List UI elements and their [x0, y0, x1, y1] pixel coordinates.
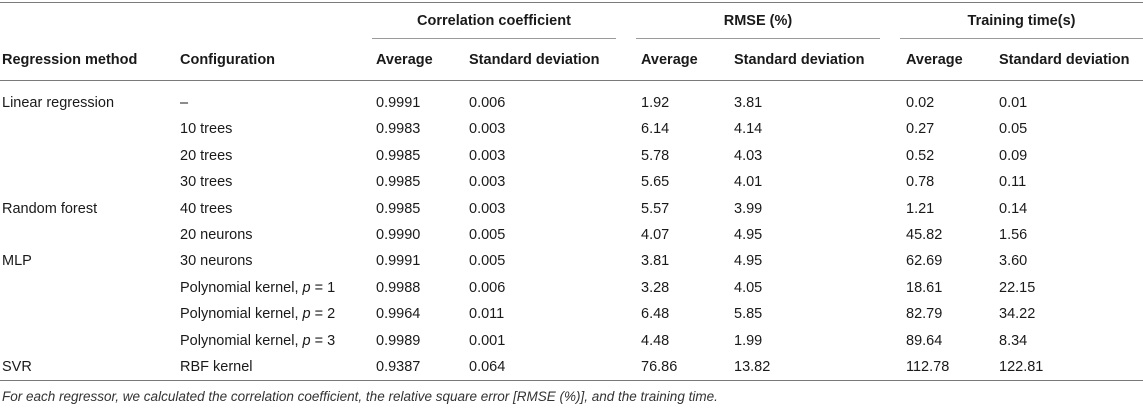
table-top-rule: [0, 2, 1143, 3]
cell-corr-sd: 0.003: [469, 174, 506, 190]
cell-rmse-sd: 3.81: [734, 95, 763, 111]
cell-rmse-sd: 4.01: [734, 174, 763, 190]
cell-configuration: 40 trees: [180, 201, 233, 217]
cell-rmse-sd: 4.14: [734, 121, 763, 137]
cell-time-sd: 0.05: [999, 121, 1028, 137]
cell-method: Linear regression: [2, 95, 115, 111]
cell-time-sd: 34.22: [999, 306, 1036, 322]
cell-corr-average: 0.9985: [376, 201, 421, 217]
cell-corr-average: 0.9985: [376, 174, 421, 190]
cell-configuration: Polynomial kernel, p = 1: [180, 280, 336, 296]
cell-rmse-average: 5.57: [641, 201, 670, 217]
cell-time-average: 62.69: [906, 253, 943, 269]
cell-time-sd: 122.81: [999, 359, 1044, 375]
cell-corr-average: 0.9387: [376, 359, 421, 375]
cell-time-average: 82.79: [906, 306, 943, 322]
header-regression-method: Regression method: [2, 52, 138, 68]
cell-configuration: RBF kernel: [180, 359, 253, 375]
header-time-sd: Standard deviation: [999, 52, 1130, 68]
cell-rmse-sd: 13.82: [734, 359, 771, 375]
cell-time-sd: 0.14: [999, 201, 1028, 217]
cell-configuration: 20 trees: [180, 148, 233, 164]
cell-corr-sd: 0.011: [469, 306, 505, 322]
cell-configuration: 20 neurons: [180, 227, 253, 243]
cell-configuration: –: [180, 95, 189, 111]
cell-corr-sd: 0.006: [469, 95, 506, 111]
cell-rmse-average: 4.48: [641, 333, 670, 349]
cell-rmse-sd: 1.99: [734, 333, 763, 349]
table-footnote: For each regressor, we calculated the co…: [2, 389, 718, 404]
cell-rmse-average: 3.28: [641, 280, 670, 296]
cell-time-average: 45.82: [906, 227, 943, 243]
table-bottom-rule: [0, 380, 1143, 381]
cell-time-average: 18.61: [906, 280, 943, 296]
cell-rmse-average: 76.86: [641, 359, 678, 375]
group-header-training-time: Training time(s): [967, 13, 1076, 29]
cell-rmse-sd: 5.85: [734, 306, 763, 322]
cell-rmse-sd: 4.95: [734, 227, 763, 243]
cell-time-average: 112.78: [906, 359, 950, 375]
cell-time-sd: 3.60: [999, 253, 1028, 269]
cell-rmse-average: 4.07: [641, 227, 670, 243]
cell-corr-sd: 0.064: [469, 359, 506, 375]
cell-configuration: Polynomial kernel, p = 3: [180, 333, 336, 349]
cell-method: Random forest: [2, 201, 98, 217]
cell-time-average: 0.02: [906, 95, 935, 111]
group-header-correlation: Correlation coefficient: [417, 13, 571, 29]
cell-corr-average: 0.9989: [376, 333, 421, 349]
group-underline-correlation: [372, 38, 616, 39]
cell-corr-sd: 0.005: [469, 227, 506, 243]
cell-rmse-average: 6.48: [641, 306, 670, 322]
cell-time-average: 89.64: [906, 333, 943, 349]
cell-rmse-average: 5.78: [641, 148, 670, 164]
cell-rmse-average: 5.65: [641, 174, 670, 190]
cell-time-average: 0.52: [906, 148, 935, 164]
cell-time-average: 0.78: [906, 174, 935, 190]
header-bottom-rule: [0, 80, 1143, 81]
cell-corr-sd: 0.003: [469, 121, 506, 137]
cell-rmse-sd: 4.05: [734, 280, 763, 296]
cell-time-sd: 1.56: [999, 227, 1028, 243]
group-underline-rmse: [636, 38, 880, 39]
cell-method: SVR: [2, 359, 32, 375]
cell-rmse-average: 3.81: [641, 253, 670, 269]
cell-rmse-average: 1.92: [641, 95, 670, 111]
cell-time-sd: 22.15: [999, 280, 1036, 296]
cell-corr-average: 0.9990: [376, 227, 421, 243]
cell-time-average: 0.27: [906, 121, 935, 137]
header-corr-average: Average: [376, 52, 433, 68]
cell-time-sd: 0.09: [999, 148, 1028, 164]
group-header-rmse: RMSE (%): [723, 13, 793, 29]
header-time-average: Average: [906, 52, 963, 68]
group-underline-training-time: [900, 38, 1143, 39]
cell-corr-sd: 0.003: [469, 148, 506, 164]
cell-rmse-sd: 4.03: [734, 148, 763, 164]
header-rmse-average: Average: [641, 52, 698, 68]
cell-time-average: 1.21: [906, 201, 935, 217]
cell-corr-average: 0.9983: [376, 121, 421, 137]
cell-corr-average: 0.9964: [376, 306, 421, 322]
cell-rmse-sd: 4.95: [734, 253, 763, 269]
cell-configuration: 30 neurons: [180, 253, 253, 269]
cell-corr-sd: 0.003: [469, 201, 506, 217]
cell-rmse-average: 6.14: [641, 121, 670, 137]
cell-corr-sd: 0.001: [469, 333, 506, 349]
cell-corr-sd: 0.005: [469, 253, 506, 269]
cell-method: MLP: [2, 253, 32, 269]
header-corr-sd: Standard deviation: [469, 52, 600, 68]
cell-corr-average: 0.9991: [376, 253, 421, 269]
header-rmse-sd: Standard deviation: [734, 52, 865, 68]
cell-configuration: 10 trees: [180, 121, 233, 137]
cell-corr-average: 0.9988: [376, 280, 421, 296]
cell-time-sd: 0.01: [999, 95, 1028, 111]
cell-corr-sd: 0.006: [469, 280, 506, 296]
header-configuration: Configuration: [180, 52, 276, 68]
cell-time-sd: 8.34: [999, 333, 1028, 349]
cell-rmse-sd: 3.99: [734, 201, 763, 217]
cell-configuration: Polynomial kernel, p = 2: [180, 306, 336, 322]
cell-corr-average: 0.9985: [376, 148, 421, 164]
cell-corr-average: 0.9991: [376, 95, 421, 111]
cell-configuration: 30 trees: [180, 174, 233, 190]
cell-time-sd: 0.11: [999, 174, 1027, 190]
